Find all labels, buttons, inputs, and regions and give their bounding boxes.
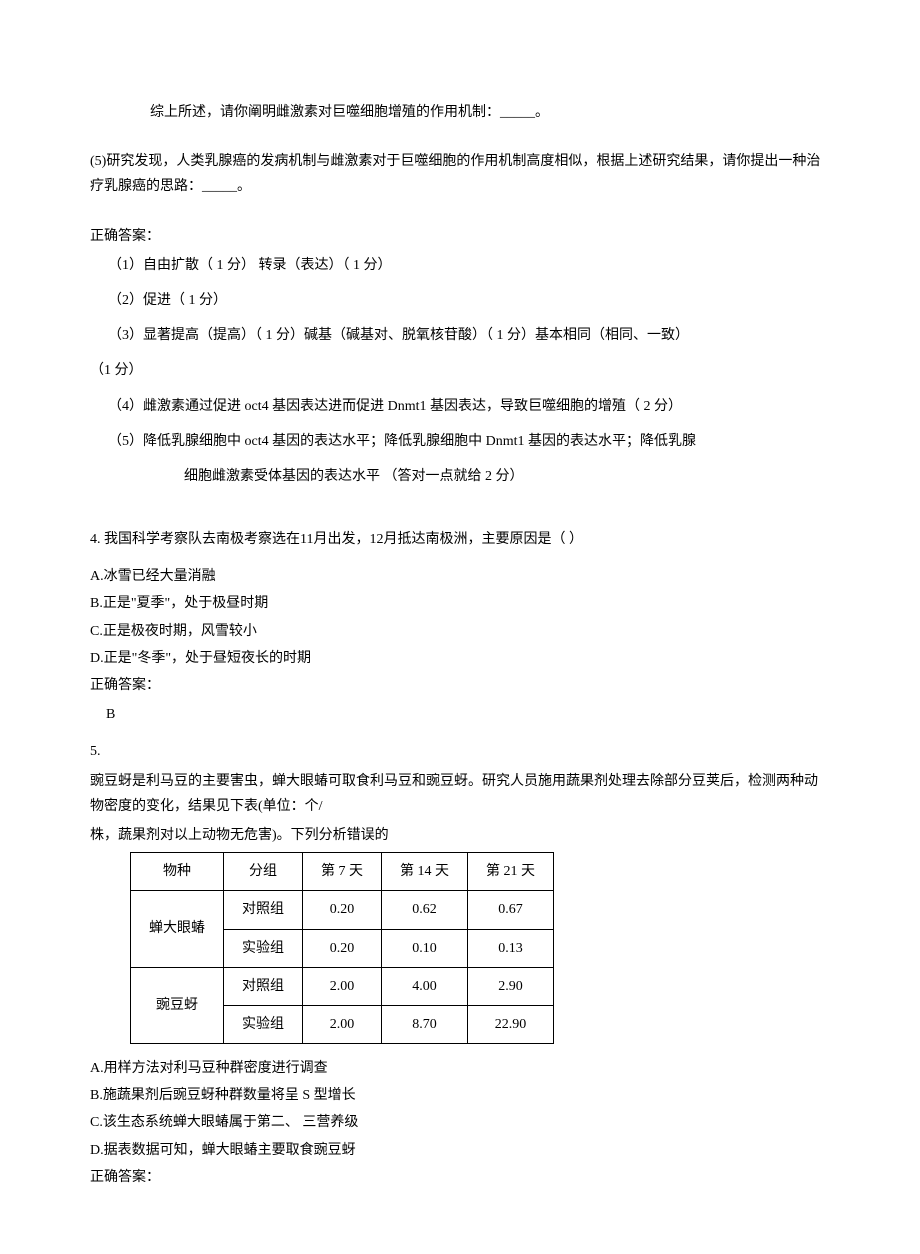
q4-stem: 4. 我国科学考察队去南极考察选在11月出发，12月抵达南极洲，主要原因是（ ） bbox=[90, 527, 830, 552]
q5-stem-1: 豌豆蚜是利马豆的主要害虫，蝉大眼蝽可取食利马豆和豌豆蚜。研究人员施用蔬果剂处理去… bbox=[90, 769, 830, 819]
cell-group: 实验组 bbox=[224, 1005, 303, 1043]
correct-answer-label: 正确答案： bbox=[90, 224, 830, 249]
cell-d7: 2.00 bbox=[303, 1005, 382, 1043]
answer-5a: （5）降低乳腺细胞中 oct4 基因的表达水平；降低乳腺细胞中 Dnmt1 基因… bbox=[108, 429, 830, 454]
q4-option-d: D.正是"冬季"，处于昼短夜长的时期 bbox=[90, 646, 830, 671]
th-day14: 第 14 天 bbox=[382, 853, 468, 891]
cell-species: 蝉大眼蝽 bbox=[131, 891, 224, 967]
answer-4: （4）雌激素通过促进 oct4 基因表达进而促进 Dnmt1 基因表达，导致巨噬… bbox=[108, 394, 830, 419]
q5-option-a: A.用样方法对利马豆种群密度进行调查 bbox=[90, 1056, 830, 1081]
answer-5b: 细胞雌激素受体基因的表达水平 （答对一点就给 2 分） bbox=[108, 464, 830, 489]
table-header-row: 物种 分组 第 7 天 第 14 天 第 21 天 bbox=[131, 853, 554, 891]
cell-group: 实验组 bbox=[224, 929, 303, 967]
cell-d21: 0.13 bbox=[468, 929, 554, 967]
cell-d14: 0.62 bbox=[382, 891, 468, 929]
q4-correct-label: 正确答案： bbox=[90, 673, 830, 698]
q5-stem-2: 株，蔬果剂对以上动物无危害)。下列分析错误的 bbox=[90, 823, 830, 848]
cell-species: 豌豆蚜 bbox=[131, 967, 224, 1043]
cell-d21: 0.67 bbox=[468, 891, 554, 929]
cell-d21: 22.90 bbox=[468, 1005, 554, 1043]
cell-group: 对照组 bbox=[224, 891, 303, 929]
table-row: 蝉大眼蝽 对照组 0.20 0.62 0.67 bbox=[131, 891, 554, 929]
answer-3b: （1 分） bbox=[90, 358, 830, 383]
answer-3: （3）显著提高（提高）（ 1 分）碱基（碱基对、脱氧核苷酸）（ 1 分）基本相同… bbox=[108, 323, 830, 348]
summary-line: 综上所述，请你阐明雌激素对巨噬细胞增殖的作用机制：_____。 bbox=[90, 100, 830, 125]
q4-option-a: A.冰雪已经大量消融 bbox=[90, 564, 830, 589]
cell-d7: 0.20 bbox=[303, 891, 382, 929]
q5-table: 物种 分组 第 7 天 第 14 天 第 21 天 蝉大眼蝽 对照组 0.20 … bbox=[130, 852, 554, 1044]
question-5-prev: (5)研究发现，人类乳腺癌的发病机制与雌激素对于巨噬细胞的作用机制高度相似，根据… bbox=[90, 149, 830, 199]
cell-d7: 2.00 bbox=[303, 967, 382, 1005]
th-species: 物种 bbox=[131, 853, 224, 891]
q5-num: 5. bbox=[90, 739, 830, 764]
cell-d14: 8.70 bbox=[382, 1005, 468, 1043]
q5-option-b: B.施蔬果剂后豌豆蚜种群数量将呈 S 型增长 bbox=[90, 1083, 830, 1108]
cell-d14: 4.00 bbox=[382, 967, 468, 1005]
q4-option-b: B.正是"夏季"，处于极昼时期 bbox=[90, 591, 830, 616]
q5-option-d: D.据表数据可知，蝉大眼蝽主要取食豌豆蚜 bbox=[90, 1138, 830, 1163]
answer-1: （1）自由扩散（ 1 分） 转录（表达）（ 1 分） bbox=[108, 253, 830, 278]
cell-d7: 0.20 bbox=[303, 929, 382, 967]
th-day21: 第 21 天 bbox=[468, 853, 554, 891]
q4-answer: B bbox=[90, 702, 830, 727]
cell-group: 对照组 bbox=[224, 967, 303, 1005]
cell-d21: 2.90 bbox=[468, 967, 554, 1005]
th-day7: 第 7 天 bbox=[303, 853, 382, 891]
q5-correct-label: 正确答案： bbox=[90, 1165, 830, 1190]
q4-option-c: C.正是极夜时期，风雪较小 bbox=[90, 619, 830, 644]
cell-d14: 0.10 bbox=[382, 929, 468, 967]
answer-2: （2）促进（ 1 分） bbox=[108, 288, 830, 313]
th-group: 分组 bbox=[224, 853, 303, 891]
table-row: 豌豆蚜 对照组 2.00 4.00 2.90 bbox=[131, 967, 554, 1005]
q5-option-c: C.该生态系统蝉大眼蝽属于第二、 三营养级 bbox=[90, 1110, 830, 1135]
